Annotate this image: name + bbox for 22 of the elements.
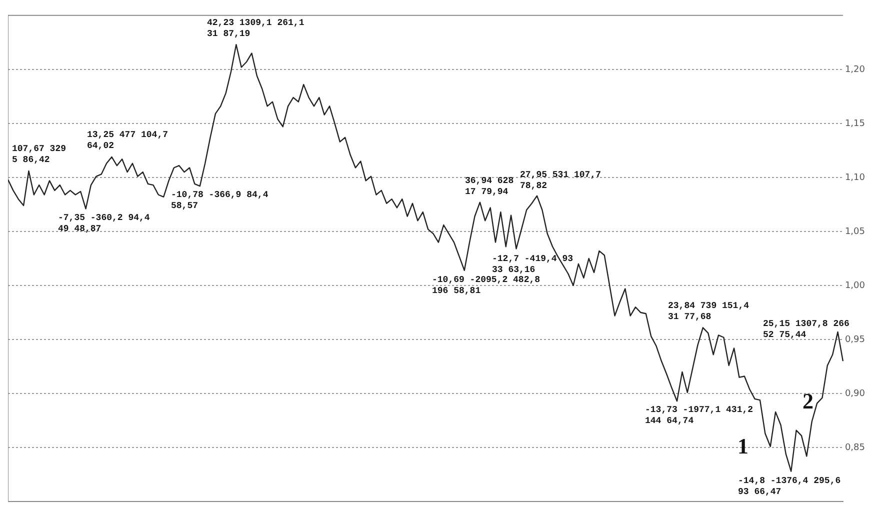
annotation: -10,69 -2095,2 482,8 196 58,81 <box>432 275 540 296</box>
y-tick-label: 0,95 <box>844 334 866 345</box>
annotation: 13,25 477 104,7 64,02 <box>87 130 168 151</box>
annotation: -14,8 -1376,4 295,6 93 66,47 <box>738 476 841 497</box>
annotation: 2 <box>802 388 814 414</box>
y-tick-label: 0,90 <box>844 388 866 399</box>
annotation: 42,23 1309,1 261,1 31 87,19 <box>207 18 305 39</box>
y-tick-label: 1,10 <box>844 172 866 183</box>
annotation: 107,67 329 5 86,42 <box>12 144 66 165</box>
annotation: 1 <box>738 434 748 459</box>
annotation: -10,78 -366,9 84,4 58,57 <box>171 190 269 211</box>
annotation: 27,95 531 107,7 78,82 <box>520 170 602 191</box>
annotation: 23,84 739 151,4 31 77,68 <box>668 301 750 322</box>
annotation: -7,35 -360,2 94,4 49 48,87 <box>58 213 150 234</box>
y-tick-label: 1,15 <box>844 118 866 129</box>
annotation: 36,94 628 17 79,94 <box>465 176 514 197</box>
y-tick-label: 1,20 <box>844 64 866 75</box>
y-tick-label: 1,05 <box>844 226 866 237</box>
y-tick-label: 1,00 <box>844 280 866 291</box>
y-tick-label: 0,85 <box>844 442 866 453</box>
annotation: -13,73 -1977,1 431,2 144 64,74 <box>645 405 754 426</box>
annotation: -12,7 -419,4 93 33 63,16 <box>492 254 574 275</box>
